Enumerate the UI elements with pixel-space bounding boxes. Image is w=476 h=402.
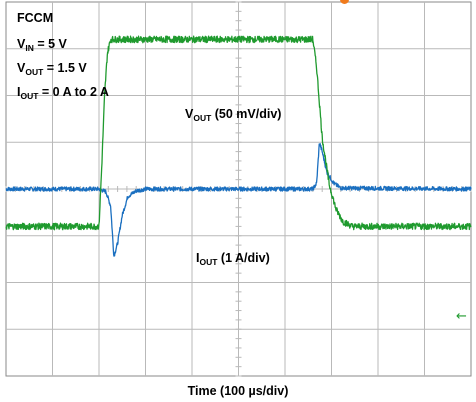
vout-setting-value: = 1.5 V bbox=[43, 61, 87, 75]
trigger-marker-icon bbox=[340, 0, 349, 4]
iout-trace bbox=[5, 35, 472, 231]
iout-setting-value: = 0 A to 2 A bbox=[38, 85, 109, 99]
vout-channel-label: VOUT (50 mV/div) bbox=[185, 108, 281, 123]
iout-channel-prefix: I bbox=[196, 251, 200, 265]
vout-setting-subscript: OUT bbox=[25, 67, 44, 77]
mode-label: FCCM bbox=[17, 11, 54, 25]
vout-channel-scale: (50 mV/div) bbox=[211, 107, 282, 121]
vin-prefix: V bbox=[17, 37, 26, 51]
iout-setting-label: IOUT = 0 A to 2 A bbox=[17, 86, 109, 101]
vout-channel-subscript: OUT bbox=[193, 113, 212, 123]
x-axis-label: Time (100 µs/div) bbox=[187, 384, 289, 398]
vin-label: VIN = 5 V bbox=[17, 38, 67, 53]
vout-trace bbox=[5, 143, 472, 257]
iout-setting-prefix: I bbox=[17, 85, 21, 99]
vout-setting-label: VOUT = 1.5 V bbox=[17, 62, 87, 77]
iout-setting-subscript: OUT bbox=[20, 91, 39, 101]
vin-subscript: IN bbox=[25, 43, 34, 53]
iout-channel-scale: (1 A/div) bbox=[217, 251, 270, 265]
vout-channel-prefix: V bbox=[185, 107, 194, 121]
vin-value: = 5 V bbox=[33, 37, 67, 51]
iout-channel-label: IOUT (1 A/div) bbox=[196, 252, 270, 267]
iout-channel-subscript: OUT bbox=[199, 257, 218, 267]
vout-setting-prefix: V bbox=[17, 61, 26, 75]
ground-reference-arrow-icon: ← bbox=[456, 309, 467, 324]
traces bbox=[5, 35, 472, 257]
